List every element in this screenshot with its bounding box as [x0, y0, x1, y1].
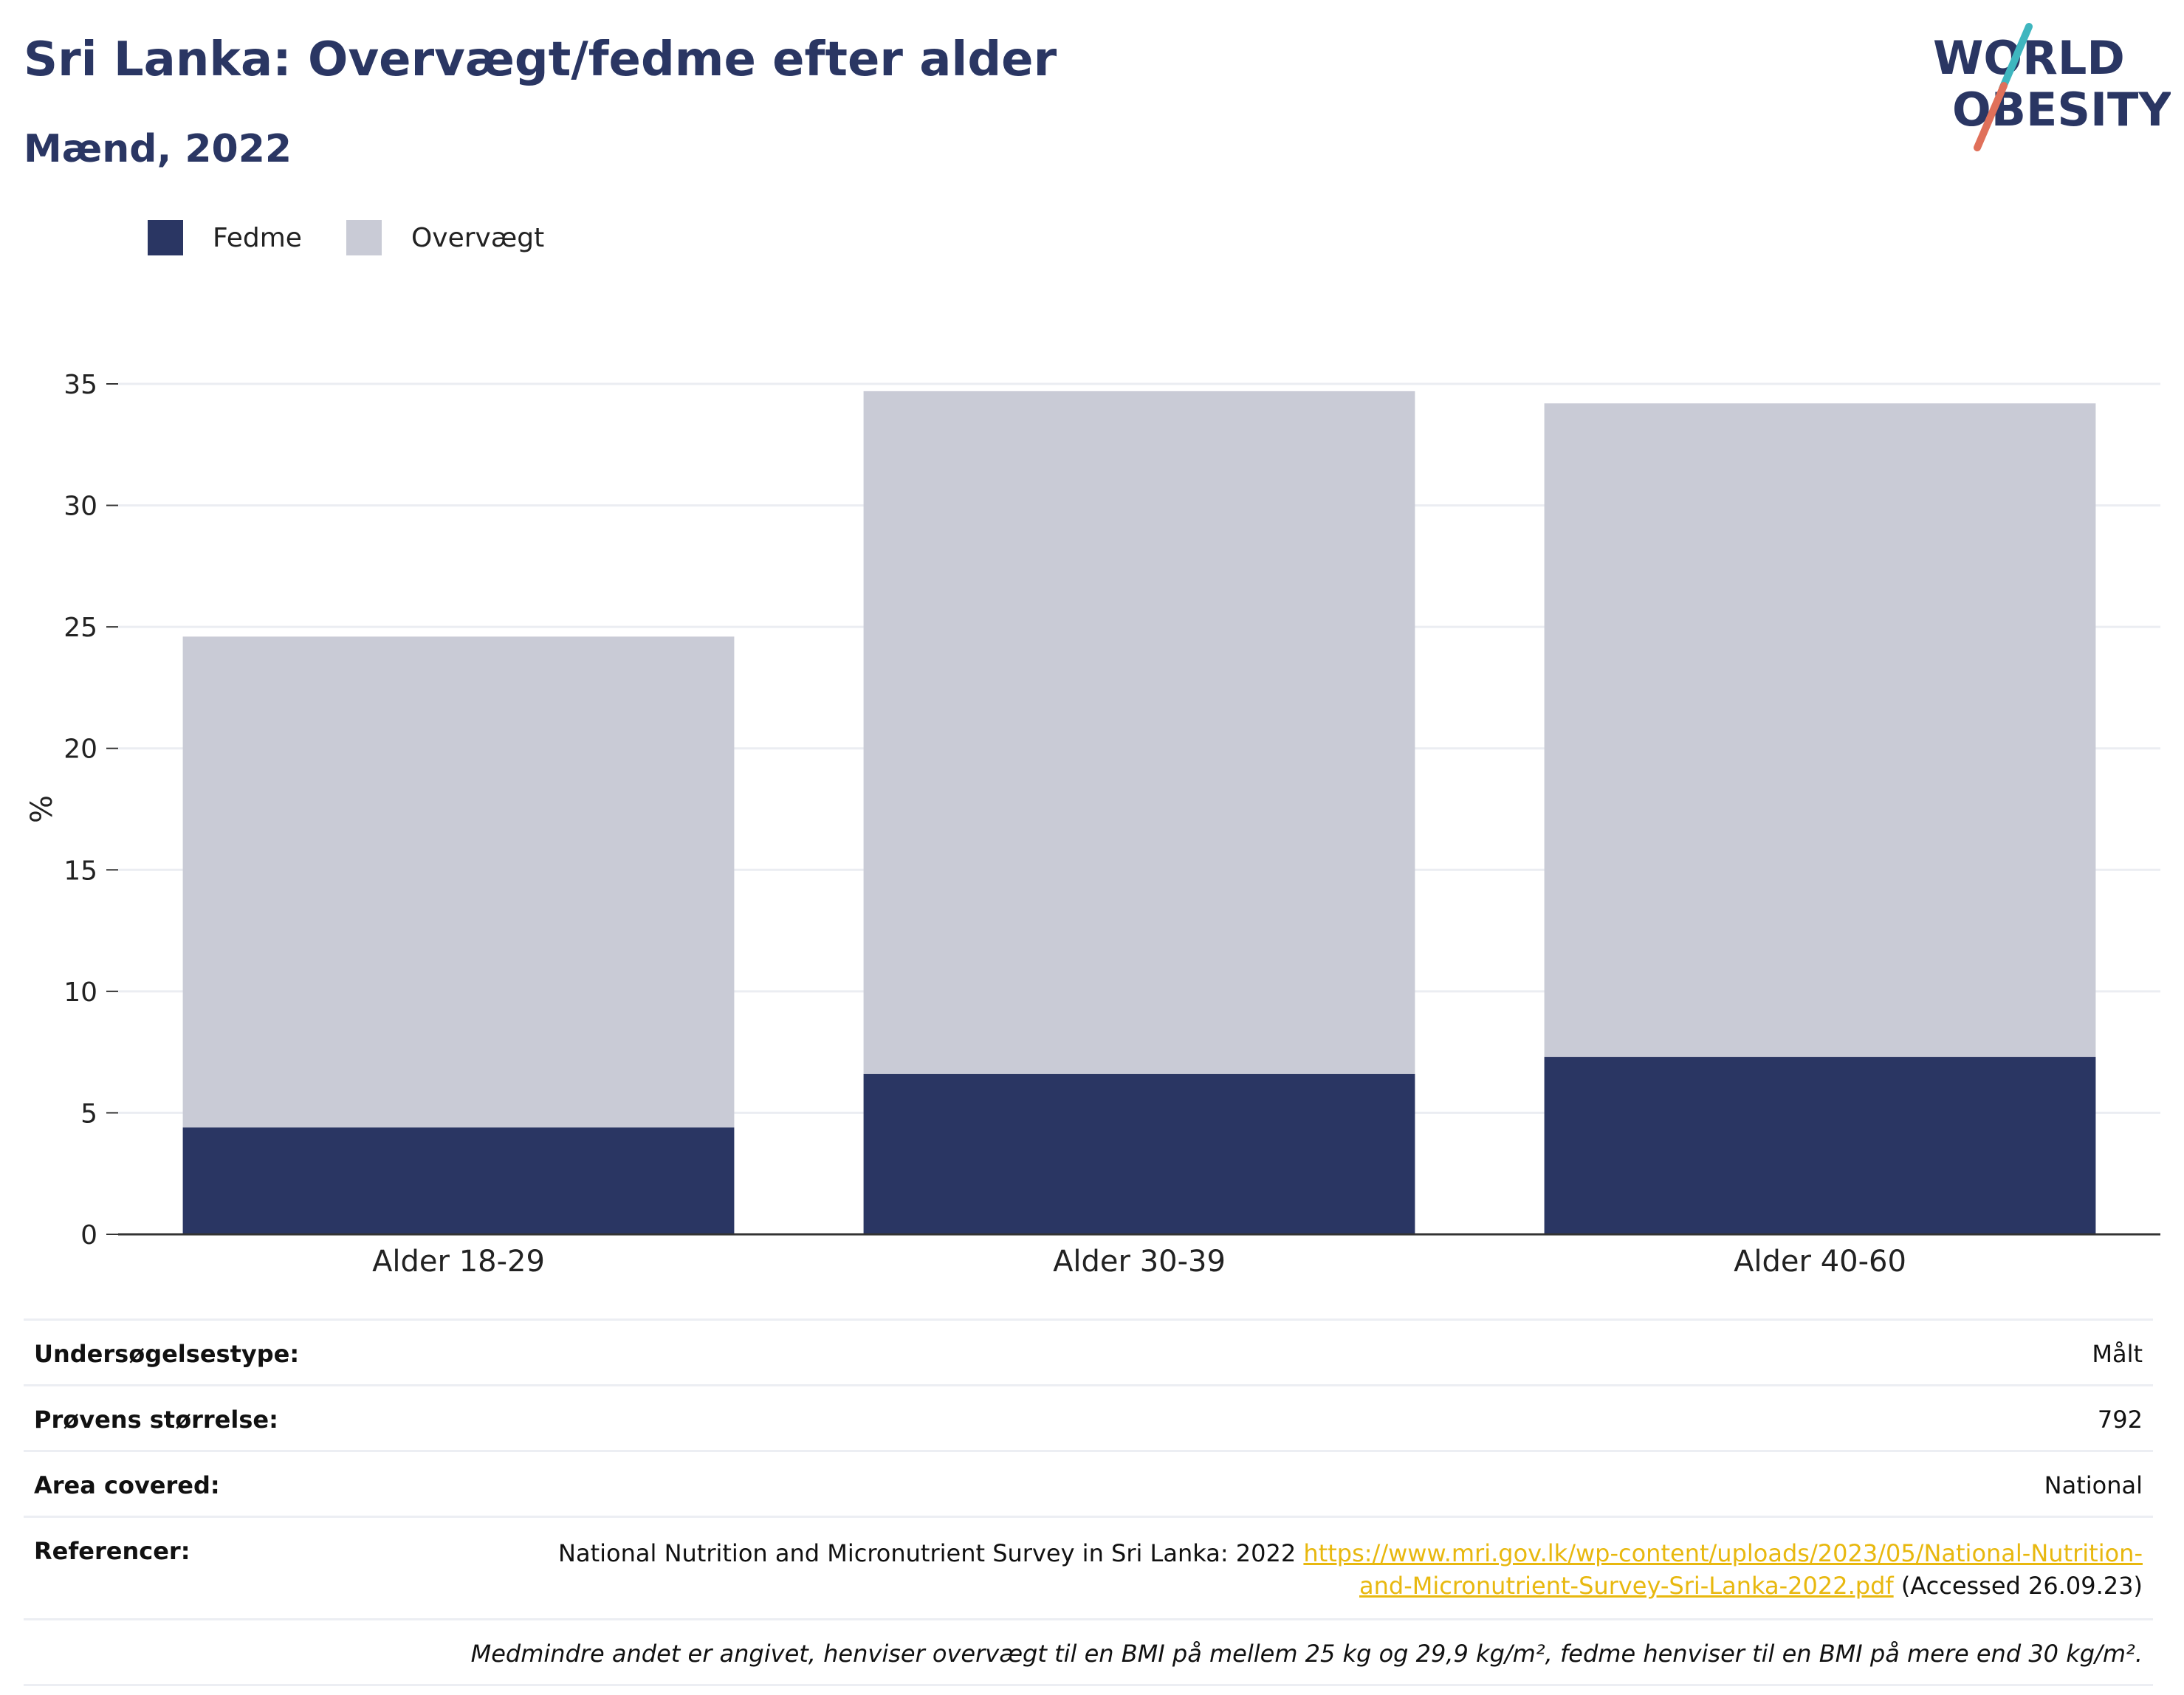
- bar-chart: 0 5 10 15 20 25 30 35% Alder 18-29 Alder 30-39 Ald…: [25, 370, 2160, 1279]
- references-accessed: (Accessed 26.09.23): [1893, 1572, 2143, 1600]
- page-subtitle: Mænd, 2022: [24, 127, 292, 171]
- references-label: Referencer:: [34, 1537, 190, 1565]
- y-tick-label: 35: [63, 370, 97, 400]
- info-row-footnote: Medmindre andet er angivet, henviser ove…: [24, 1618, 2153, 1686]
- y-tick-label: 5: [80, 1099, 97, 1129]
- logo-slash-top: [1999, 23, 2033, 92]
- survey-type-label: Undersøgelsestype:: [34, 1340, 300, 1368]
- bar-fedme: [863, 1073, 1415, 1234]
- legend-item-overvaegt[interactable]: Overvægt: [346, 220, 544, 255]
- world-obesity-logo: WORLD OBESITY: [1933, 23, 2171, 151]
- survey-type-value: Målt: [2092, 1340, 2143, 1368]
- legend-label-overvaegt: Overvægt: [411, 222, 545, 253]
- legend-swatch-fedme: [148, 220, 183, 255]
- y-tick-label: 0: [80, 1220, 97, 1251]
- logo-slash-bottom: [1974, 82, 2008, 151]
- x-tick-label: Alder 30-39: [1053, 1245, 1226, 1279]
- legend-swatch-overvaegt: [346, 220, 382, 255]
- footnote-text: Medmindre andet er angivet, henviser ove…: [470, 1640, 2143, 1668]
- references-link[interactable]: https://www.mri.gov.lk/wp-content/upload…: [1303, 1539, 2143, 1600]
- bar-overv-gt: [182, 636, 735, 1128]
- y-tick-label: 15: [63, 856, 97, 886]
- page-title: Sri Lanka: Overvægt/fedme efter alder: [24, 32, 1057, 87]
- legend-label-fedme: Fedme: [213, 222, 302, 253]
- references-value: National Nutrition and Micronutrient Sur…: [518, 1537, 2143, 1602]
- y-axis-label: %: [25, 795, 59, 823]
- area-value: National: [2044, 1471, 2143, 1499]
- logo-word-world: WORLD: [1933, 31, 2125, 85]
- y-tick-label: 10: [63, 977, 97, 1008]
- bar-overv-gt: [1544, 403, 2096, 1057]
- sample-size-label: Prøvens størrelse:: [34, 1406, 278, 1434]
- info-row-survey-type: Undersøgelsestype: Målt: [24, 1318, 2153, 1384]
- bar-fedme: [1544, 1056, 2096, 1234]
- y-tick-label: 30: [63, 492, 97, 522]
- y-tick-label: 25: [63, 613, 97, 643]
- bar-fedme: [182, 1127, 735, 1234]
- info-table: Undersøgelsestype: Målt Prøvens størrels…: [24, 1318, 2153, 1686]
- references-text: National Nutrition and Micronutrient Sur…: [558, 1539, 1304, 1567]
- info-row-references: Referencer: National Nutrition and Micro…: [24, 1516, 2153, 1618]
- y-tick-label: 20: [63, 735, 97, 765]
- x-tick-label: Alder 18-29: [372, 1245, 545, 1279]
- chart-legend: Fedme Overvægt: [148, 219, 588, 257]
- area-label: Area covered:: [34, 1471, 220, 1499]
- bar-overv-gt: [863, 391, 1415, 1074]
- legend-item-fedme[interactable]: Fedme: [148, 220, 302, 255]
- info-row-area: Area covered: National: [24, 1450, 2153, 1516]
- sample-size-value: 792: [2097, 1406, 2143, 1434]
- x-tick-label: Alder 40-60: [1734, 1245, 1906, 1279]
- info-row-sample-size: Prøvens størrelse: 792: [24, 1384, 2153, 1450]
